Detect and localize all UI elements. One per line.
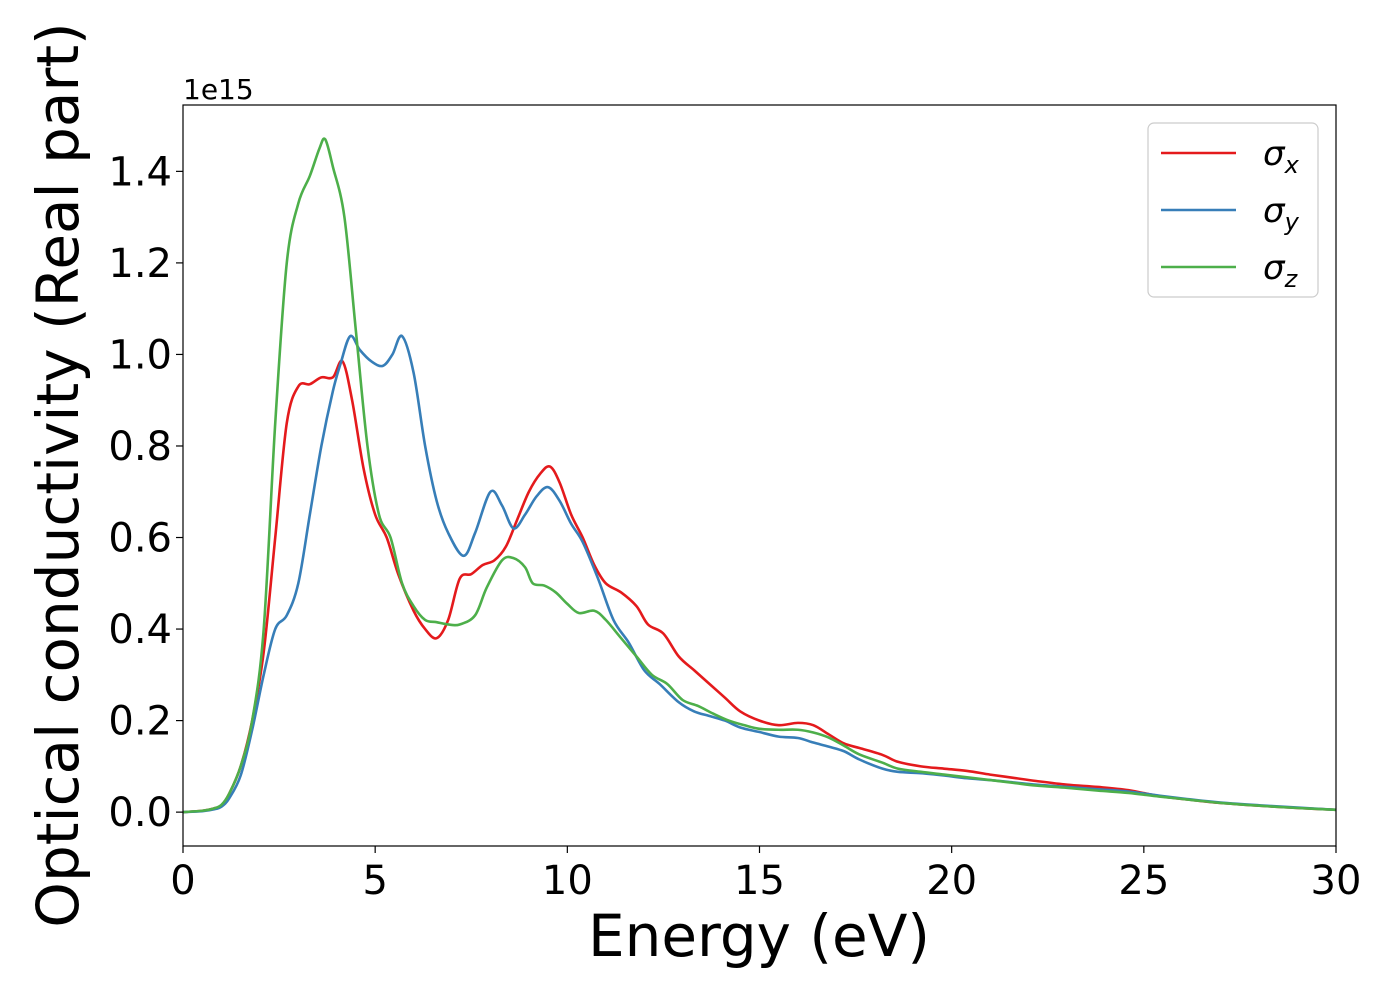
y-axis-multiplier: 1e15 [183,73,254,106]
y-tick-label: 0.4 [108,607,172,653]
x-tick-label: 25 [1118,858,1169,904]
legend-label: σy [1263,191,1300,236]
x-axis: 0 5 10 15 20 25 30 [170,846,1361,904]
y-tick-label: 1.4 [108,149,172,195]
series-line-x [183,359,1336,814]
legend-item-x: σx [1161,134,1300,179]
legend-label: σz [1263,248,1299,293]
y-axis: 0.0 0.2 0.4 0.6 0.8 1.0 1.2 1.4 [108,149,183,836]
x-tick-label: 30 [1311,858,1362,904]
y-tick-label: 0.0 [108,790,172,836]
x-tick-label: 10 [542,858,593,904]
series-line-z [183,137,1336,814]
series-layer [183,137,1336,814]
x-tick-label: 20 [926,858,977,904]
y-tick-label: 0.8 [108,424,172,470]
legend-item-z: σz [1161,248,1299,293]
y-tick-label: 1.2 [108,241,172,287]
x-tick-label: 0 [170,858,195,904]
y-tick-label: 0.6 [108,516,172,562]
y-tick-label: 1.0 [108,332,172,378]
y-axis-label: Optical conductivity (Real part) [24,22,92,927]
legend: σx σy σz [1147,122,1319,298]
x-tick-label: 15 [734,858,785,904]
y-tick-label: 0.2 [108,699,172,745]
x-tick-label: 5 [362,858,387,904]
legend-label: σx [1263,134,1300,179]
x-axis-label: Energy (eV) [588,902,930,970]
legend-item-y: σy [1161,191,1300,236]
